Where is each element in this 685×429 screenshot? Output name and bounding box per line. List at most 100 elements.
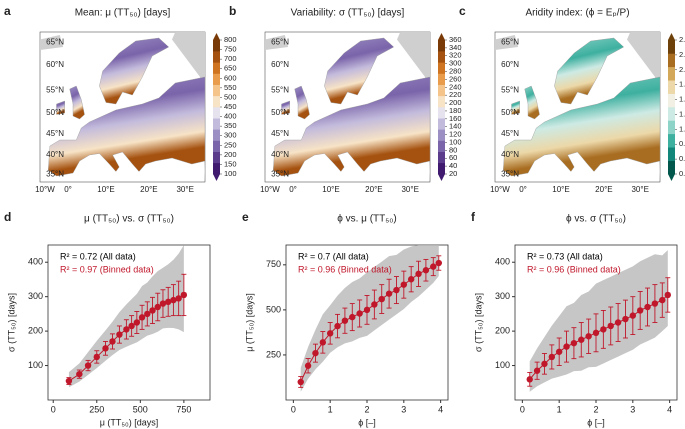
colorbar-step	[438, 62, 445, 74]
colorbar-tick-label: 120	[449, 130, 462, 139]
panel-title: Aridity index: (ϕ = Eₚ/P)	[525, 8, 629, 19]
colorbar-tick-label: 340	[449, 43, 462, 52]
y-tick-label: 250	[266, 349, 281, 359]
colorbar-top	[213, 33, 220, 40]
colorbar-top	[668, 33, 675, 40]
colorbar-bottom	[213, 174, 220, 181]
x-tick-label: 4	[438, 404, 443, 414]
binned-point	[371, 301, 378, 308]
binned-point	[356, 310, 363, 317]
colorbar-tick-label: 0.45	[679, 154, 685, 163]
iceland	[495, 35, 519, 50]
colorbar-tick-label: 1.05	[679, 124, 685, 133]
lat-tick-label: 55°N	[271, 86, 289, 95]
colorbar-step	[438, 84, 445, 97]
annotation: R² = 0.97 (Binned data)	[60, 264, 154, 274]
binned-point	[533, 367, 541, 374]
binned-point	[170, 296, 177, 304]
y-tick-label: 100	[495, 360, 510, 370]
binned-point	[116, 331, 123, 338]
colorbar-tick-label: 250	[224, 140, 237, 149]
colorbar-tick-label: 0.15	[679, 169, 685, 178]
lat-tick-label: 65°N	[46, 38, 64, 47]
lon-tick-label: 30°E	[401, 185, 418, 194]
land	[524, 85, 540, 120]
colorbar-step	[668, 93, 675, 108]
binned-point	[592, 329, 600, 337]
colorbar-tick-label: 320	[449, 51, 462, 60]
binned-point	[541, 360, 548, 368]
colorbar-tick-label: 60	[449, 153, 457, 162]
colorbar-tick-label: 700	[224, 54, 237, 63]
binned-point	[363, 306, 371, 314]
panel-title: Mean: μ (TT₅₀) [days]	[75, 8, 171, 19]
colorbar-step	[668, 80, 675, 94]
colorbar-tick-label: 150	[224, 159, 237, 168]
binned-point	[128, 322, 135, 330]
binned-point	[548, 353, 556, 361]
lon-tick-label: 10°E	[552, 185, 569, 194]
lon-tick-label: 0°	[519, 185, 527, 194]
lat-tick-label: 55°N	[501, 86, 519, 95]
y-tick-label: 400	[495, 257, 510, 267]
panel-label: e	[242, 210, 249, 224]
binned-point	[109, 338, 116, 345]
y-tick-label: 400	[28, 257, 43, 267]
panel-title: μ (TT₅₀) vs. σ (TT₅₀)	[84, 214, 174, 225]
lat-tick-label: 35°N	[271, 170, 289, 179]
colorbar-tick-label: 180	[449, 106, 462, 115]
binned-point	[614, 319, 622, 326]
colorbar-tick-label: 160	[449, 114, 462, 123]
colorbar-step	[438, 95, 445, 108]
binned-point	[430, 263, 437, 270]
colorbar-tick-label: 80	[449, 145, 457, 154]
colorbar-tick-label: 100	[449, 137, 462, 146]
colorbar-tick-label: 280	[449, 67, 462, 76]
colorbar-tick-label: 600	[224, 73, 237, 82]
colorbar-tick-label: 550	[224, 83, 237, 92]
binned-point	[164, 298, 172, 306]
panel-label: f	[471, 210, 476, 224]
binned-point	[607, 322, 614, 330]
colorbar-step	[668, 40, 675, 54]
colorbar-step	[438, 151, 445, 164]
binned-point	[149, 307, 156, 314]
x-axis-label: ϕ [–]	[587, 417, 605, 427]
colorbar-step	[668, 120, 675, 135]
colorbar-step	[668, 147, 675, 161]
colorbar-step	[213, 151, 220, 164]
lon-tick-label: 10°E	[97, 185, 114, 194]
colorbar-tick-label: 350	[224, 121, 237, 130]
binned-point	[578, 336, 585, 343]
lat-tick-label: 65°N	[271, 38, 289, 47]
colorbar-tick-label: 400	[224, 112, 237, 121]
binned-point	[378, 295, 385, 303]
colorbar-tick-label: 200	[224, 150, 237, 159]
binned-point	[622, 315, 629, 323]
colorbar-step	[668, 107, 675, 121]
colorbar-step	[213, 118, 220, 130]
binned-point	[326, 330, 334, 337]
binned-point	[175, 295, 182, 302]
colorbar-tick-label: 450	[224, 102, 237, 111]
land	[69, 85, 85, 120]
y-tick-label: 300	[28, 291, 43, 301]
lon-tick-label: 30°E	[631, 185, 648, 194]
colorbar-tick-label: 300	[224, 131, 237, 140]
x-tick-label: 750	[176, 404, 191, 414]
binned-point	[159, 300, 167, 307]
y-tick-label: 300	[495, 291, 510, 301]
binned-point	[180, 291, 188, 299]
panel-title: Variability: σ (TT₅₀) [days]	[291, 8, 405, 19]
binned-point	[585, 333, 592, 340]
x-tick-label: 0	[291, 404, 296, 414]
colorbar-step	[668, 66, 675, 81]
lat-tick-label: 50°N	[46, 108, 64, 117]
iceland	[40, 35, 64, 50]
binned-point	[297, 378, 304, 386]
y-axis-label: σ (TT₅₀) [days]	[473, 293, 483, 352]
binned-point	[144, 310, 151, 318]
land	[294, 85, 310, 120]
lat-tick-label: 40°N	[46, 150, 64, 159]
binned-point	[659, 296, 666, 304]
